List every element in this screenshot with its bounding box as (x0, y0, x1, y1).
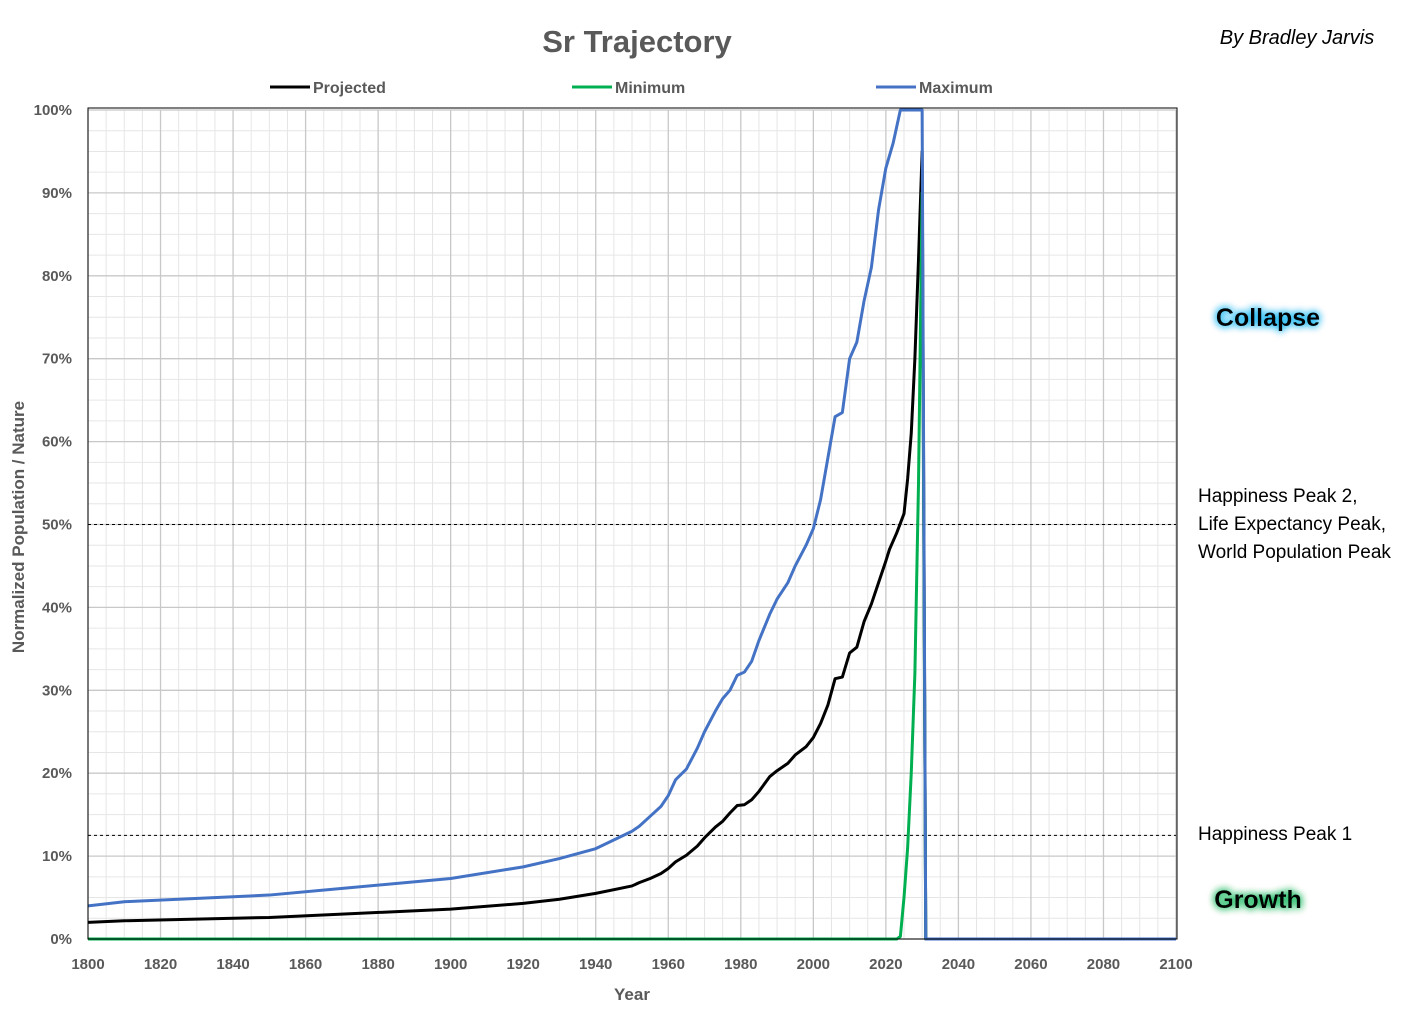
x-tick-label: 1860 (289, 956, 322, 973)
y-tick-label: 30% (42, 682, 72, 699)
y-tick-label: 40% (42, 599, 72, 616)
y-tick-label: 60% (42, 434, 72, 451)
reference-label: Life Expectancy Peak, (1198, 514, 1386, 535)
reference-lines (88, 524, 1176, 836)
y-tick-label: 70% (42, 351, 72, 368)
legend-label-minimum: Minimum (615, 80, 685, 97)
y-tick-label: 100% (34, 102, 72, 119)
y-tick-label: 80% (42, 268, 72, 285)
x-tick-labels: 1800 1820 1840 1860 1880 1900 1920 1940 1960 1980… (71, 956, 1192, 973)
phase-label-collapse: Collapse (1216, 304, 1320, 332)
y-tick-label: 20% (42, 765, 72, 782)
series-line-maximum (88, 108, 1176, 941)
y-tick-label: 10% (42, 848, 72, 865)
x-axis-title: Year (614, 985, 650, 1004)
x-tick-label: 1900 (434, 956, 467, 973)
series-line-projected (88, 149, 1176, 941)
x-tick-label: 2040 (942, 956, 975, 973)
x-tick-label: 1920 (507, 956, 540, 973)
x-tick-label: 1840 (216, 956, 249, 973)
x-tick-label: 1980 (724, 956, 757, 973)
x-tick-label: 2060 (1014, 956, 1047, 973)
plot-frame (87, 107, 1178, 940)
x-tick-label: 2080 (1087, 956, 1120, 973)
x-tick-label: 1800 (71, 956, 104, 973)
reference-label: Happiness Peak 2, (1198, 486, 1358, 507)
reference-label: Happiness Peak 1 (1198, 824, 1352, 845)
x-tick-label: 2000 (797, 956, 830, 973)
x-tick-label: 1880 (361, 956, 394, 973)
x-tick-label: 2020 (869, 956, 902, 973)
legend: Projected Minimum Maximum (270, 80, 993, 97)
chart-title: Sr Trajectory (542, 24, 732, 59)
y-tick-label: 50% (42, 517, 72, 534)
y-tick-label: 90% (42, 185, 72, 202)
y-tick-labels: 0% 10% 20% 30% 40% 50% 60% 70% 80% 90% 100% (34, 102, 72, 948)
y-tick-label: 0% (50, 931, 72, 948)
x-tick-label: 1940 (579, 956, 612, 973)
x-tick-label: 1820 (144, 956, 177, 973)
reference-label: World Population Peak (1198, 542, 1391, 563)
x-tick-label: 2100 (1159, 956, 1192, 973)
author-credit: By Bradley Jarvis (1220, 27, 1375, 49)
legend-label-maximum: Maximum (919, 80, 993, 97)
legend-label-projected: Projected (313, 80, 386, 97)
annotations: Happiness Peak 2, Life Expectancy Peak, Wo… (1198, 304, 1391, 914)
y-axis-title: Normalized Population / Nature (9, 401, 28, 653)
phase-label-growth: Growth (1214, 886, 1302, 914)
x-tick-label: 1960 (652, 956, 685, 973)
